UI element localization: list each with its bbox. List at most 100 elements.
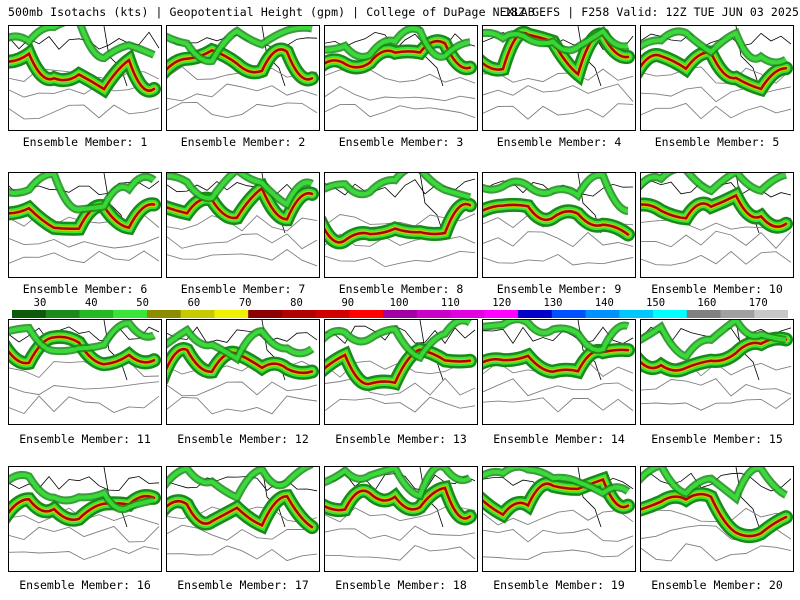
height-contour [483, 103, 634, 120]
colorbar-segment [45, 310, 80, 318]
colorbar-segment [315, 310, 350, 318]
height-contour [483, 545, 634, 560]
ensemble-map-panel [8, 466, 162, 572]
colorbar-tick-label: 110 [440, 297, 460, 309]
isotach-map [641, 173, 793, 266]
ensemble-member-label: Ensemble Member: 16 [19, 578, 151, 592]
height-contour [9, 395, 160, 415]
isotach-band [641, 29, 788, 65]
height-contour [325, 85, 476, 102]
colorbar-tick-label: 30 [33, 297, 47, 309]
height-contour [641, 102, 792, 120]
isotach-band [483, 28, 629, 53]
isotach-band [325, 486, 472, 520]
isotach-band [483, 477, 630, 517]
ensemble-member-label: Ensemble Member: 17 [177, 578, 309, 592]
ensemble-map-panel [482, 25, 636, 131]
isotach-band [167, 48, 314, 81]
height-contour [167, 101, 318, 119]
isotach-map [9, 173, 161, 264]
isotach-band [641, 337, 788, 372]
colorbar-tick-label: 150 [646, 297, 666, 309]
ensemble-member-label: Ensemble Member: 7 [180, 282, 306, 296]
ensemble-member-label: Ensemble Member: 14 [493, 432, 625, 446]
ensemble-map-panel [8, 25, 162, 131]
height-contour [167, 524, 318, 541]
ensemble-map-panel [8, 319, 162, 425]
colorbar-segment [619, 310, 654, 318]
height-contour [641, 397, 792, 411]
colorbar-tick-label: 170 [748, 297, 768, 309]
isotach-map [325, 467, 477, 561]
isotach-band [167, 173, 313, 208]
ensemble-map-panel [166, 319, 320, 425]
isotach-band [325, 320, 472, 360]
ensemble-member-label: Ensemble Member: 3 [338, 135, 464, 149]
height-contour [483, 83, 634, 102]
ensemble-member-label: Ensemble Member: 2 [180, 135, 306, 149]
height-contour [325, 396, 476, 413]
ensemble-member-label: Ensemble Member: 9 [496, 282, 622, 296]
colorbar-segment [281, 310, 317, 318]
ensemble-member-label: Ensemble Member: 20 [651, 578, 783, 592]
ensemble-member-label: Ensemble Member: 6 [22, 282, 148, 296]
height-contour [9, 104, 160, 120]
height-contour [483, 397, 634, 413]
colorbar-tick-label: 120 [492, 297, 512, 309]
height-contour [9, 83, 160, 98]
colorbar-segment [248, 310, 283, 318]
isotach-band [167, 186, 314, 221]
ensemble-map-panel [166, 172, 320, 278]
isotach-band [325, 173, 471, 200]
isotach-band [9, 51, 156, 92]
isotach-map [167, 467, 319, 562]
ensemble-map-panel [324, 466, 478, 572]
ensemble-member-label: Ensemble Member: 4 [496, 135, 622, 149]
height-contour [641, 230, 792, 249]
colorbar-segment [518, 310, 553, 318]
height-contour [483, 509, 634, 526]
height-contour [483, 528, 634, 543]
height-contour [9, 381, 160, 396]
colorbar-tick-label: 100 [389, 297, 409, 309]
ensemble-member-label: Ensemble Member: 13 [335, 432, 467, 446]
isotach-map [325, 173, 477, 268]
ensemble-member-label: Ensemble Member: 18 [335, 578, 467, 592]
ensemble-map-panel [166, 466, 320, 572]
colorbar-tick-label: 40 [84, 297, 98, 309]
isotach-band [325, 202, 472, 244]
isotach-map [325, 26, 477, 119]
ensemble-member-label: Ensemble Member: 19 [493, 578, 625, 592]
colorbar-segment [484, 310, 519, 318]
isotach-band [9, 203, 156, 231]
isotach-band [9, 335, 156, 366]
isotach-band [641, 320, 787, 359]
ensemble-member-label: Ensemble Member: 11 [19, 432, 151, 446]
ensemble-map-panel [640, 319, 794, 425]
height-contour [167, 83, 318, 102]
isotach-band [483, 203, 630, 236]
isotach-band [167, 327, 314, 362]
colorbar-tick-label: 80 [290, 297, 303, 309]
height-contour [167, 381, 318, 397]
isotach-band [325, 348, 472, 386]
height-contour [325, 103, 476, 119]
ensemble-member-label: Ensemble Member: 8 [338, 282, 464, 296]
ensemble-map-panel [8, 172, 162, 278]
height-contour [9, 525, 160, 543]
isotach-band [641, 492, 788, 538]
isotach-band [483, 320, 629, 353]
isotach-map [325, 320, 477, 413]
height-contour [167, 395, 318, 415]
isotach-band [325, 26, 471, 59]
colorbar-tick-label: 60 [187, 297, 201, 309]
isotach-map [641, 467, 793, 562]
ensemble-map-panel [166, 25, 320, 131]
height-contour [9, 236, 160, 249]
isotach-map [167, 173, 319, 267]
isotach-band [641, 173, 787, 194]
height-contour [483, 378, 634, 397]
colorbar-tick-label: 130 [543, 297, 563, 309]
ensemble-member-label: Ensemble Member: 5 [654, 135, 780, 149]
height-contour [167, 233, 318, 250]
